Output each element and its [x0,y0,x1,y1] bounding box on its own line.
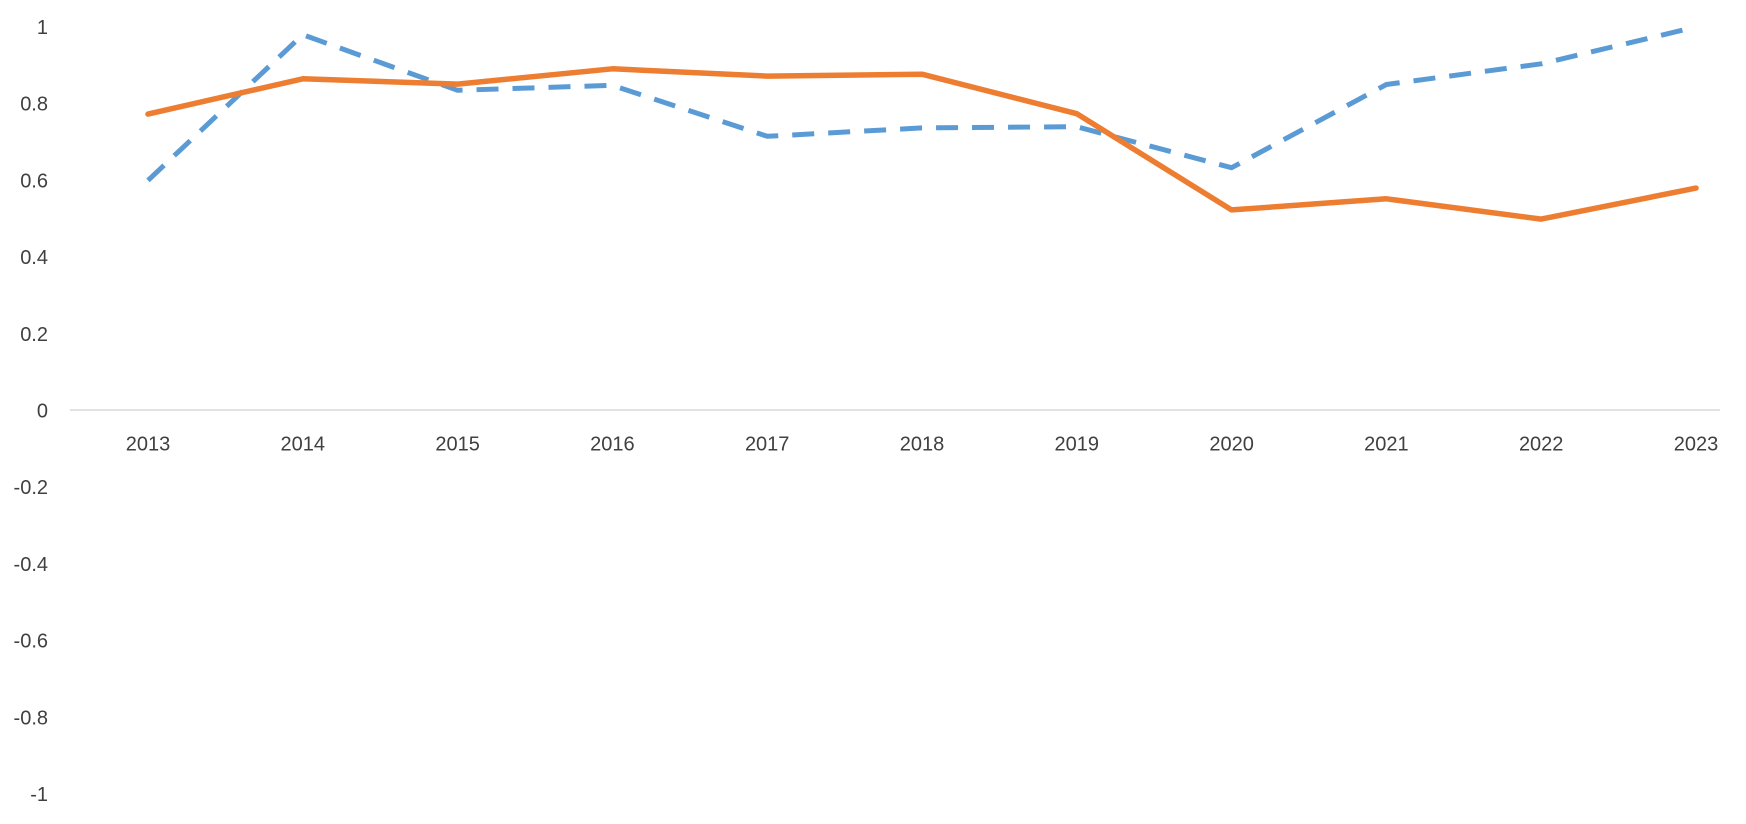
x-tick-label: 2014 [281,434,326,456]
x-tick-label: 2017 [745,434,790,456]
y-tick-label: -0.4 [14,554,48,576]
y-tick-label: 1 [37,17,48,39]
x-tick-label: 2023 [1674,434,1719,456]
y-tick-label: 0.8 [20,94,48,116]
series-line-2 [145,66,1699,222]
x-tick-label: 2018 [900,434,945,456]
x-tick-label: 2015 [435,434,480,456]
y-tick-label: 0 [37,401,48,423]
series-lines [145,24,1699,222]
y-tick-label: -0.2 [14,477,48,499]
x-axis-tick-labels: 2013 2014 2015 2016 2017 2018 2019 2020 2021 2022… [126,434,1719,456]
y-tick-label: -0.6 [14,631,48,653]
x-tick-label: 2013 [126,434,171,456]
y-axis-tick-labels: 1 0.8 0.6 0.4 0.2 0 -0.2 -0.4 -0.6 -0.8 -1 [14,17,48,806]
x-tick-label: 2020 [1209,434,1254,456]
y-tick-label: 0.2 [20,324,48,346]
x-tick-label: 2016 [590,434,635,456]
y-tick-label: 0.4 [20,247,48,269]
y-tick-label: -0.8 [14,707,48,729]
series-line-1 [146,24,1697,183]
x-tick-label: 2021 [1364,434,1409,456]
x-tick-label: 2022 [1519,434,1564,456]
y-tick-label: -1 [30,784,48,806]
x-tick-label: 2019 [1055,434,1100,456]
y-tick-label: 0.6 [20,170,48,192]
